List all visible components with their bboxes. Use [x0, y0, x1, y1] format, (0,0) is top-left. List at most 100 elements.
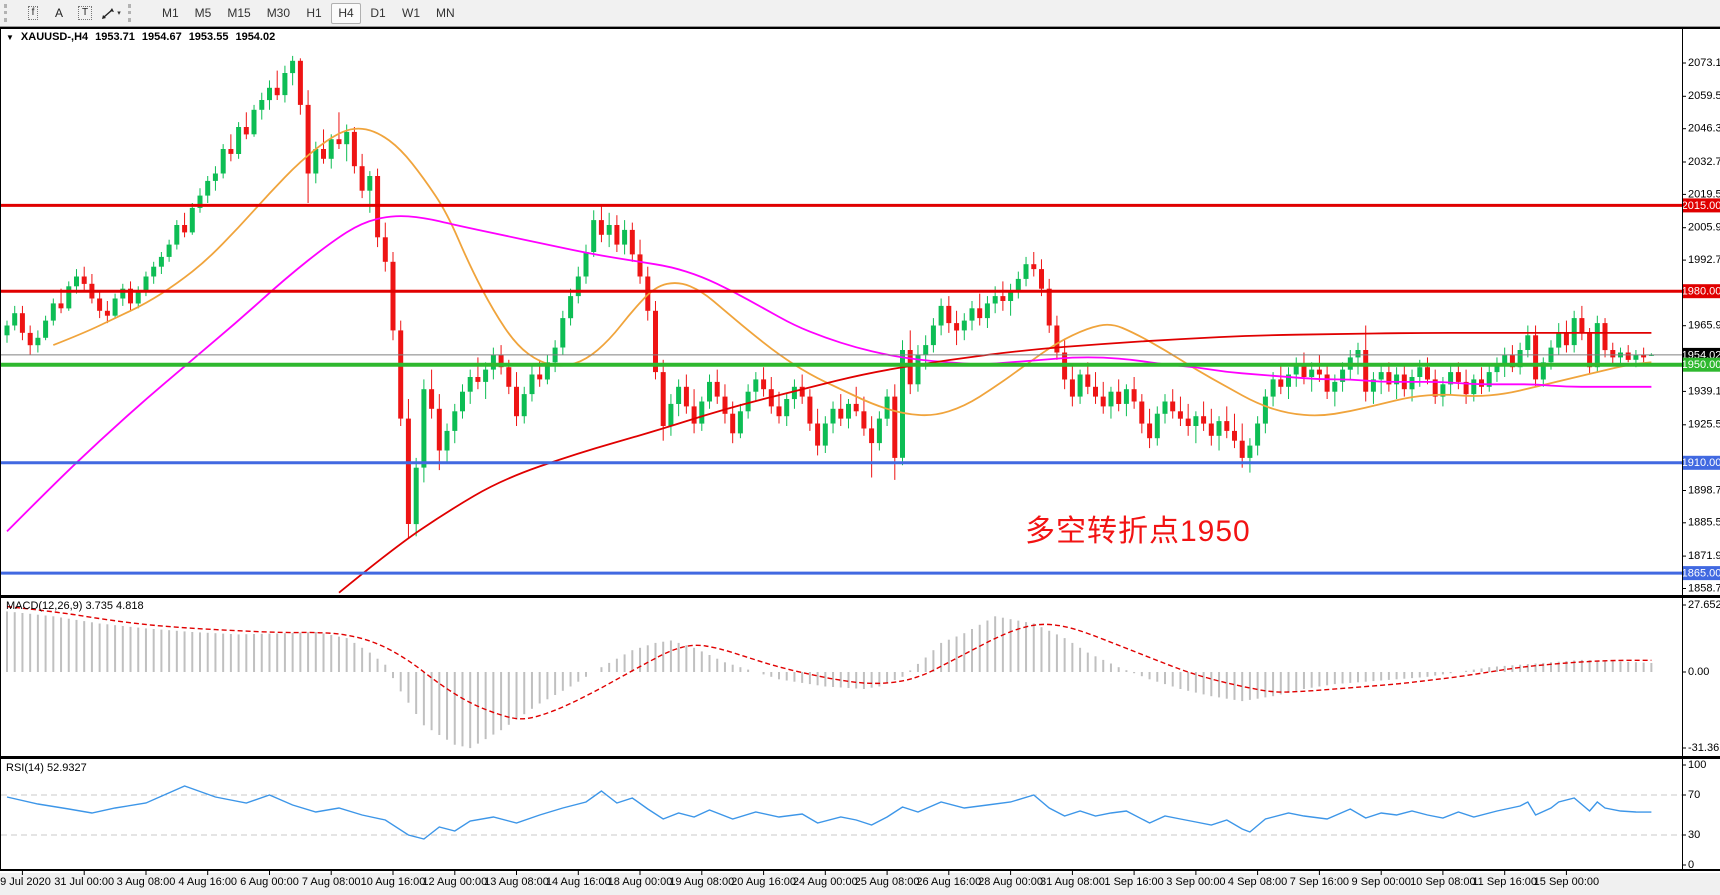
time-axis-label: 18 Aug 00:00	[608, 876, 673, 888]
move-arrows-icon	[102, 7, 115, 19]
price-axis-tick: 2073.10	[1688, 57, 1720, 69]
rsi-axis-tick: 100	[1688, 759, 1706, 771]
timeframe-button-H4[interactable]: H4	[331, 2, 362, 24]
hline-price-label: 1980.00	[1682, 286, 1720, 298]
timeframe-button-M1[interactable]: M1	[155, 3, 186, 24]
time-axis-label: 31 Aug 08:00	[1040, 876, 1105, 888]
price-axis-tick: 2046.30	[1688, 123, 1720, 135]
price-axis-tick: 1871.90	[1688, 550, 1720, 562]
time-axis-label: 1 Sep 16:00	[1104, 876, 1163, 888]
timeframe-button-H1[interactable]: H1	[299, 3, 329, 24]
time-axis-label: 3 Sep 00:00	[1166, 876, 1225, 888]
hline-price-label: 2015.00	[1682, 200, 1720, 212]
time-axis-label: 13 Aug 08:00	[484, 876, 549, 888]
time-axis-label: 4 Sep 08:00	[1228, 876, 1287, 888]
chart-background	[0, 27, 1720, 873]
hline-price-label: 1910.00	[1682, 457, 1720, 469]
timeframe-button-M5[interactable]: M5	[188, 3, 219, 24]
panel-separator[interactable]	[0, 27, 1720, 29]
toolbar-grip-icon[interactable]	[128, 4, 138, 22]
timeframe-button-MN[interactable]: MN	[429, 3, 462, 24]
time-axis-label: 10 Sep 08:00	[1410, 876, 1475, 888]
panel-separator[interactable]	[0, 595, 1720, 598]
timeframe-button-M30[interactable]: M30	[260, 3, 297, 24]
price-axis-tick: 2019.50	[1688, 188, 1720, 200]
indicator-function-icon: f	[27, 6, 39, 20]
time-axis-label: 7 Sep 16:00	[1290, 876, 1349, 888]
insert-text-button[interactable]: A	[46, 2, 72, 24]
time-axis-label: 15 Sep 00:00	[1534, 876, 1599, 888]
price-axis-tick: 1885.50	[1688, 517, 1720, 529]
price-axis-tick: 2032.70	[1688, 156, 1720, 168]
rsi-line	[6, 785, 1652, 840]
time-axis-label: 26 Aug 16:00	[916, 876, 981, 888]
price-axis-tick: 1992.70	[1688, 254, 1720, 266]
ma-mid-magenta-line	[6, 215, 1652, 533]
dropdown-caret-icon: ▾	[117, 10, 121, 17]
time-axis-label: 4 Aug 16:00	[178, 876, 237, 888]
timeframe-button-D1[interactable]: D1	[363, 3, 393, 24]
price-axis-tick: 1858.70	[1688, 582, 1720, 594]
price-axis-tick: 1965.90	[1688, 320, 1720, 332]
ma-slow-red-line	[338, 331, 1652, 594]
timeframe-button-W1[interactable]: W1	[395, 3, 427, 24]
insert-text-label-icon: T	[77, 6, 93, 20]
price-axis-tick: 2059.50	[1688, 90, 1720, 102]
time-axis-label: 10 Aug 16:00	[361, 876, 426, 888]
time-axis-label: 14 Aug 16:00	[546, 876, 611, 888]
quote-low: 1953.55	[188, 31, 229, 43]
macd-indicator-label: MACD(12,26,9) 3.735 4.818	[6, 600, 144, 612]
hline-price-label: 1950.00	[1682, 359, 1720, 371]
toolbar: f A T ▾ M1 M5 M15 M30 H1 H4 D1 W1 MN	[0, 0, 1720, 27]
macd-axis-tick: 0.00	[1688, 666, 1709, 678]
time-axis-label: 29 Jul 2020	[0, 876, 51, 888]
rsi-indicator-label: RSI(14) 52.9327	[6, 762, 87, 774]
quote-close: 1954.02	[235, 31, 276, 43]
time-axis-label: 11 Sep 16:00	[1472, 876, 1537, 888]
rsi-axis-tick: 70	[1688, 789, 1700, 801]
quote-header: ▼ XAUUSD-,H4 1953.71 1954.67 1953.55 195…	[6, 31, 275, 43]
time-axis-label: 3 Aug 08:00	[117, 876, 176, 888]
quote-high: 1954.67	[141, 31, 182, 43]
time-axis-label: 7 Aug 08:00	[302, 876, 361, 888]
time-axis-label: 9 Sep 00:00	[1352, 876, 1411, 888]
macd-axis-tick: -31.361	[1688, 742, 1720, 754]
macd-axis-tick: 27.652	[1688, 599, 1720, 611]
panel-separator[interactable]	[0, 756, 1720, 759]
insert-text-icon: A	[54, 6, 63, 20]
drawing-tools-group: f A T ▾	[20, 2, 124, 24]
axis-border	[1682, 29, 1683, 869]
panel-separator[interactable]	[0, 869, 1720, 871]
chart-left-border	[0, 29, 1, 869]
price-axis-tick: 2005.90	[1688, 222, 1720, 234]
price-axis-tick: 1925.50	[1688, 419, 1720, 431]
rsi-axis-tick: 30	[1688, 829, 1700, 841]
hline-price-label: 1865.00	[1682, 568, 1720, 580]
macd-signal-line	[6, 605, 1652, 720]
symbol-name: XAUUSD-,H4	[20, 31, 89, 43]
time-axis-label: 24 Aug 00:00	[793, 876, 858, 888]
timeframe-toolbar: M1 M5 M15 M30 H1 H4 D1 W1 MN	[154, 2, 463, 24]
rsi-axis-tick: 0	[1688, 859, 1694, 871]
time-axis-label: 6 Aug 00:00	[240, 876, 299, 888]
price-axis-tick: 1939.10	[1688, 385, 1720, 397]
chart-text-annotation[interactable]: 多空转折点1950	[1025, 515, 1251, 548]
insert-text-label-button[interactable]: T	[72, 2, 98, 24]
time-axis-label: 31 Jul 00:00	[54, 876, 114, 888]
time-axis-label: 20 Aug 16:00	[731, 876, 796, 888]
indicator-function-button[interactable]: f	[20, 2, 46, 24]
price-axis-tick: 1898.70	[1688, 484, 1720, 496]
macd-panel: 27.652 0.00 -31.361	[6, 599, 1720, 754]
cursor-crosshair-button[interactable]: ▾	[98, 2, 124, 24]
time-axis-label: 28 Aug 00:00	[978, 876, 1043, 888]
time-axis-label: 19 Aug 08:00	[669, 876, 734, 888]
time-axis-label: 12 Aug 00:00	[422, 876, 487, 888]
candles-layer	[4, 55, 1654, 594]
toolbar-grip-icon[interactable]	[4, 4, 14, 22]
symbol-dropdown-icon[interactable]: ▼	[6, 32, 14, 42]
time-axis-label: 25 Aug 08:00	[855, 876, 920, 888]
quote-open: 1953.71	[95, 31, 135, 43]
timeframe-button-M15[interactable]: M15	[220, 3, 257, 24]
